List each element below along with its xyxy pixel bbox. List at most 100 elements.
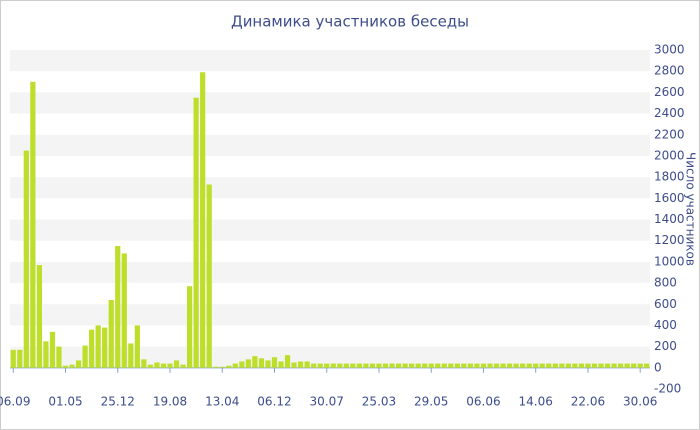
x-tick-label: 22.06 bbox=[571, 395, 605, 409]
bar bbox=[258, 358, 265, 368]
x-tick-label: 25.03 bbox=[362, 395, 396, 409]
grid-band bbox=[10, 346, 650, 368]
bar bbox=[493, 363, 500, 368]
bar bbox=[565, 363, 571, 368]
bar bbox=[474, 363, 480, 368]
bar bbox=[441, 363, 447, 368]
bar bbox=[298, 361, 304, 368]
bar bbox=[487, 363, 493, 368]
bar bbox=[546, 363, 552, 368]
bar bbox=[128, 343, 134, 368]
bar bbox=[448, 363, 454, 368]
bar bbox=[317, 363, 323, 368]
bar bbox=[219, 366, 225, 368]
y-tick-label: 1400 bbox=[654, 212, 685, 226]
grid-band bbox=[10, 134, 650, 156]
grid-band bbox=[10, 261, 650, 284]
bar bbox=[278, 361, 284, 368]
x-tick-label: 06.09 bbox=[0, 395, 30, 409]
bar bbox=[141, 359, 147, 368]
y-tick-label: 1000 bbox=[654, 254, 685, 268]
bar bbox=[402, 363, 408, 368]
bar bbox=[395, 363, 402, 368]
bar bbox=[578, 363, 585, 368]
bar bbox=[350, 363, 356, 368]
bar bbox=[82, 345, 88, 368]
bar bbox=[533, 363, 539, 368]
bar bbox=[526, 363, 532, 368]
bar bbox=[337, 363, 343, 368]
bar bbox=[572, 363, 578, 368]
x-tick-label: 30.06 bbox=[623, 395, 657, 409]
bar bbox=[415, 363, 421, 368]
bar bbox=[232, 363, 238, 368]
bar bbox=[134, 325, 140, 368]
bar bbox=[62, 365, 69, 368]
bar bbox=[147, 364, 154, 368]
bar bbox=[304, 361, 310, 368]
bar bbox=[108, 300, 114, 368]
bar bbox=[291, 362, 297, 368]
y-tick-label: 2200 bbox=[654, 127, 685, 141]
bar bbox=[10, 349, 16, 368]
bar bbox=[435, 363, 441, 368]
x-tick-label: 29.05 bbox=[414, 395, 448, 409]
bar bbox=[69, 364, 75, 368]
y-tick-label: 400 bbox=[654, 318, 677, 332]
bar bbox=[598, 363, 604, 368]
y-tick-label: 600 bbox=[654, 297, 677, 311]
bar bbox=[382, 363, 389, 368]
bar bbox=[36, 265, 42, 368]
bar bbox=[500, 363, 506, 368]
y-tick-label: 1600 bbox=[654, 191, 685, 205]
bar bbox=[245, 359, 251, 368]
bar bbox=[611, 363, 617, 368]
x-tick-label: 30.07 bbox=[310, 395, 344, 409]
bar bbox=[56, 346, 62, 368]
bar bbox=[591, 363, 598, 368]
y-tick-label: 2800 bbox=[654, 64, 685, 78]
y-tick-label: 1800 bbox=[654, 170, 685, 184]
bar bbox=[520, 363, 526, 368]
grid-band bbox=[10, 219, 650, 241]
y-tick-label: 1200 bbox=[654, 233, 685, 247]
bar bbox=[271, 357, 278, 368]
bar bbox=[343, 363, 349, 368]
bar bbox=[356, 363, 362, 368]
bar bbox=[454, 363, 460, 368]
y-tick-label: 800 bbox=[654, 276, 677, 290]
bar bbox=[513, 363, 519, 368]
x-tick-label: 19.08 bbox=[153, 395, 187, 409]
bar bbox=[186, 286, 193, 368]
bar bbox=[461, 363, 467, 368]
x-tick-label: 25.12 bbox=[101, 395, 135, 409]
y-axis-label: Число участников bbox=[684, 152, 698, 266]
bar bbox=[121, 253, 127, 368]
grid-band bbox=[10, 50, 650, 72]
bar bbox=[480, 363, 487, 368]
bar bbox=[49, 331, 56, 368]
bar bbox=[585, 363, 591, 368]
bar bbox=[311, 363, 317, 368]
bar bbox=[637, 363, 643, 368]
bar bbox=[618, 363, 624, 368]
bar bbox=[539, 363, 545, 368]
x-tick-label: 01.05 bbox=[48, 395, 82, 409]
grid-band bbox=[10, 304, 650, 326]
bar bbox=[23, 150, 29, 368]
bar bbox=[43, 341, 49, 368]
bar bbox=[102, 327, 108, 368]
grid-band bbox=[10, 177, 650, 199]
y-tick-label: 2000 bbox=[654, 148, 685, 162]
bar bbox=[206, 184, 212, 368]
grid-band bbox=[10, 92, 650, 114]
bar bbox=[631, 363, 637, 368]
bar bbox=[30, 81, 36, 368]
y-tick-label: -200 bbox=[654, 382, 681, 396]
chart-title: Динамика участников беседы bbox=[231, 13, 469, 31]
y-tick-label: 2400 bbox=[654, 106, 685, 120]
bar bbox=[559, 363, 565, 368]
x-tick-label: 14.06 bbox=[519, 395, 553, 409]
bar bbox=[324, 363, 330, 368]
